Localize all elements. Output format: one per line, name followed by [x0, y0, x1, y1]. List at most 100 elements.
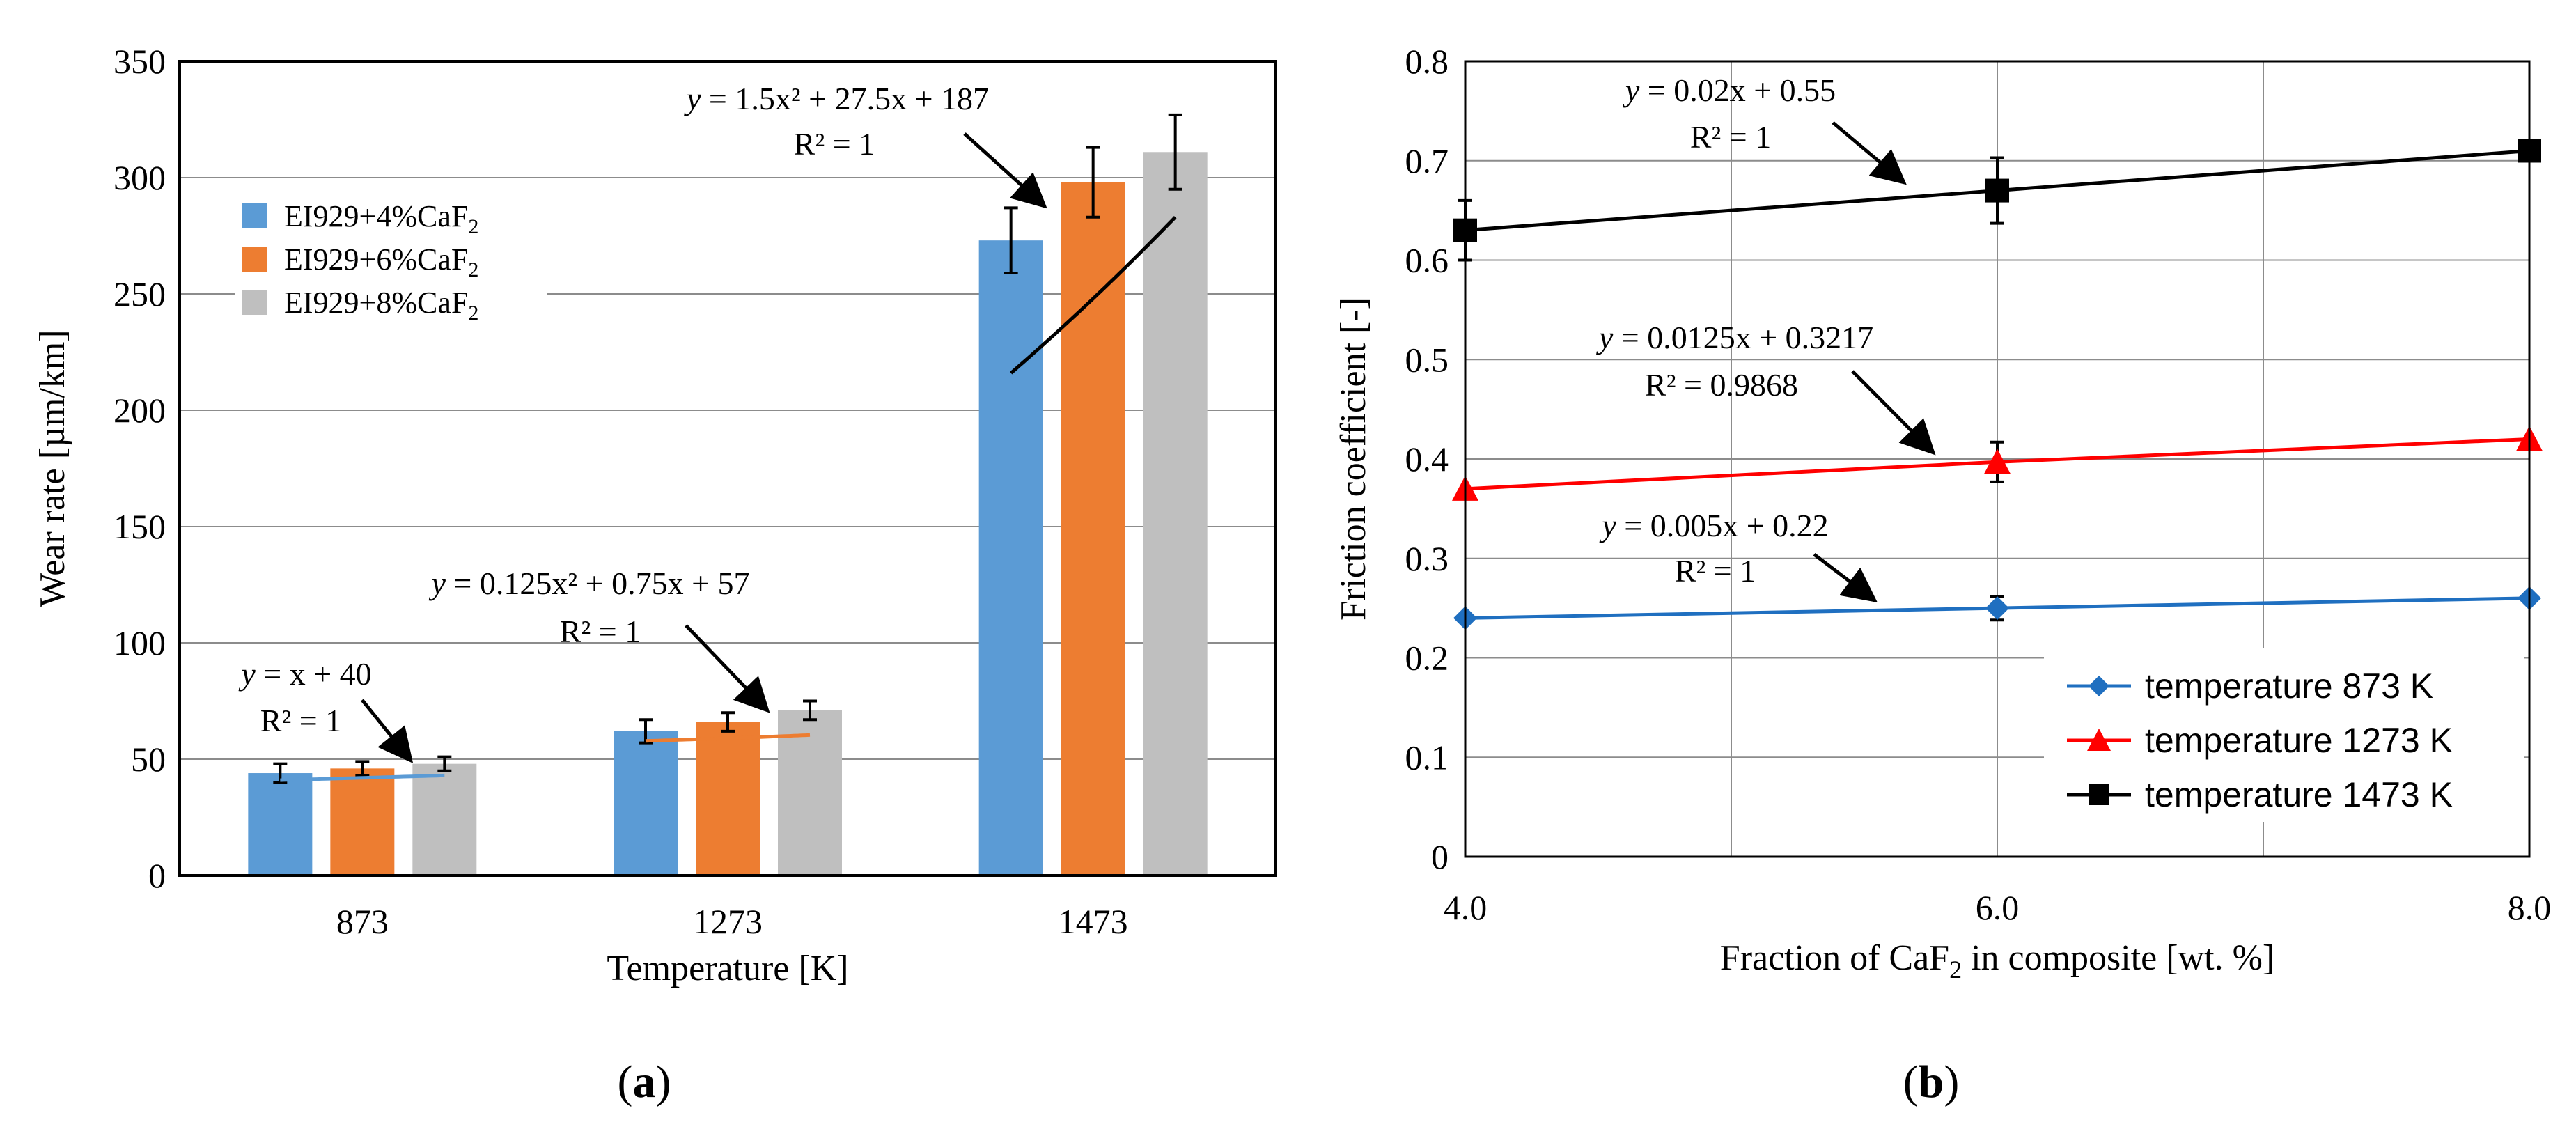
legend-label-main-2: EI929+6%CaF	[284, 242, 468, 277]
arrow-1273	[685, 624, 770, 713]
legend-marker-2	[2087, 729, 2111, 751]
y-axis-label: Friction coefficient [-]	[1334, 297, 1373, 621]
x-tick-873: 873	[336, 902, 389, 941]
arrow-873	[361, 699, 414, 763]
trendline-1273	[645, 733, 811, 743]
panel-label-a: (a)	[618, 1057, 671, 1107]
equation-1473: y = 0.02x + 0.55	[1623, 72, 1836, 108]
y-tick-0: 0	[1431, 837, 1449, 876]
legend-label-main-1: EI929+4%CaF	[284, 199, 468, 233]
x-tick-1473: 1473	[1059, 902, 1128, 941]
x-tick-6.0: 6.0	[1976, 888, 2020, 927]
trendlines	[280, 216, 1177, 782]
x-tick-4.0: 4.0	[1444, 888, 1488, 927]
y-tick-50: 50	[131, 740, 166, 779]
equation-1273-var: y	[428, 566, 446, 601]
y-tick-0.6: 0.6	[1405, 241, 1449, 280]
wear-rate-bar-chart: 0 50 100 150 200 250 300 350 873 1273 1473 Wear r…	[33, 42, 1277, 1107]
legend: temperature 873 K temperature 1273 K tempe…	[2044, 648, 2524, 822]
x-tick-labels: 4.0 6.0 8.0	[1444, 888, 2552, 927]
legend-label-sub-3: 2	[468, 302, 478, 325]
legend-swatch-3	[242, 290, 267, 315]
arrow-1273	[1851, 370, 1936, 456]
equation-873-var: y	[1599, 508, 1616, 543]
equation-1473-var: y	[1623, 72, 1640, 108]
y-tick-labels: 0 50 100 150 200 250 300 350	[114, 42, 166, 895]
y-tick-0.3: 0.3	[1405, 539, 1449, 578]
error-bars	[273, 113, 1182, 784]
bar-873-3	[412, 763, 477, 875]
trendline-1473	[1010, 216, 1177, 375]
y-tick-200: 200	[114, 391, 166, 430]
equation-1273-var: y	[1596, 320, 1614, 355]
equation-873: y = x + 40	[238, 656, 371, 692]
equation-1273-expr: = 0.0125x + 0.3217	[1613, 320, 1873, 355]
equation-1473: y = 1.5x² + 27.5x + 187	[684, 81, 989, 116]
legend-swatch-2	[242, 247, 267, 272]
legend-label-3: temperature 1473 K	[2145, 775, 2453, 814]
x-tick-labels: 873 1273 1473	[336, 902, 1128, 941]
r2-873: R² = 1	[1675, 553, 1756, 589]
equation-1273-expr: = 0.125x² + 0.75x + 57	[446, 566, 750, 601]
x-tick-1273: 1273	[693, 902, 763, 941]
x-axis-label: Fraction of CaF2 in composite [wt. %]	[1720, 938, 2274, 983]
equation-1273: y = 0.0125x + 0.3217	[1596, 320, 1873, 355]
bar-873-2	[330, 768, 395, 875]
arrow-873	[1813, 553, 1878, 603]
panel-letter-a: a	[633, 1057, 656, 1107]
plot-frame	[1464, 60, 2531, 858]
trendline-equations: y = x + 40 R² = 1 y = 0.125x² + 0.75x + 57…	[238, 81, 1047, 763]
equation-1473-var: y	[684, 81, 701, 116]
point-2-2	[1984, 449, 2011, 474]
equation-873: y = 0.005x + 0.22	[1599, 508, 1828, 543]
r2-1273: R² = 0.9868	[1645, 367, 1798, 403]
equation-873-var: y	[238, 656, 256, 692]
legend-background	[2044, 648, 2524, 822]
y-tick-150: 150	[114, 507, 166, 546]
x-axis-label-main: Fraction of CaF	[1720, 938, 1949, 978]
bar-1473-2	[1061, 182, 1125, 875]
legend-label-sub-1: 2	[468, 215, 478, 238]
y-tick-350: 350	[114, 42, 166, 81]
x-tick-8.0: 8.0	[2508, 888, 2552, 927]
y-tick-100: 100	[114, 623, 166, 662]
legend-label-2: temperature 1273 K	[2145, 721, 2453, 760]
y-axis-label: Wear rate [µm/km]	[33, 329, 72, 607]
arrow-1473	[1832, 121, 1907, 185]
bar-1273-2	[696, 722, 760, 875]
friction-line-chart: 0 0.1 0.2 0.3 0.4 0.5 0.6 0.7 0.8 4.0 6.0 8.0 Fric…	[1334, 42, 2551, 1107]
bar-1473-3	[1143, 152, 1208, 875]
legend-label-3: EI929+8%CaF2	[284, 286, 478, 325]
legend-label-main-3: EI929+8%CaF	[284, 286, 468, 320]
point-3-2	[1985, 178, 2009, 203]
trendline-873	[280, 773, 445, 782]
legend-label-sub-2: 2	[468, 258, 478, 281]
legend-background	[235, 189, 547, 336]
panel-letter-b: b	[1919, 1057, 1944, 1107]
y-tick-0.5: 0.5	[1405, 340, 1449, 379]
legend-label-1: temperature 873 K	[2145, 667, 2433, 706]
bars	[248, 152, 1208, 875]
legend-marker-3	[2089, 784, 2109, 805]
x-axis-label: Temperature [K]	[607, 949, 848, 988]
y-tick-250: 250	[114, 274, 166, 313]
y-tick-0.7: 0.7	[1405, 141, 1449, 180]
r2-1273: R² = 1	[560, 614, 641, 649]
arrow-1473	[963, 132, 1047, 209]
y-tick-0.8: 0.8	[1405, 42, 1449, 81]
legend-marker-1	[2089, 676, 2109, 696]
plot-frame	[178, 60, 1277, 877]
bar-873-1	[248, 773, 313, 875]
point-1-2	[1985, 596, 2009, 621]
equation-873-expr: = 0.005x + 0.22	[1616, 508, 1829, 543]
r2-1473: R² = 1	[794, 126, 875, 162]
y-tick-0.4: 0.4	[1405, 439, 1449, 478]
y-tick-0.1: 0.1	[1405, 738, 1449, 777]
y-tick-labels: 0 0.1 0.2 0.3 0.4 0.5 0.6 0.7 0.8	[1405, 42, 1449, 876]
y-tick-0: 0	[148, 856, 166, 895]
legend-label-2: EI929+6%CaF2	[284, 242, 478, 281]
equation-1473-expr: = 1.5x² + 27.5x + 187	[701, 81, 989, 116]
y-tick-0.2: 0.2	[1405, 639, 1449, 678]
